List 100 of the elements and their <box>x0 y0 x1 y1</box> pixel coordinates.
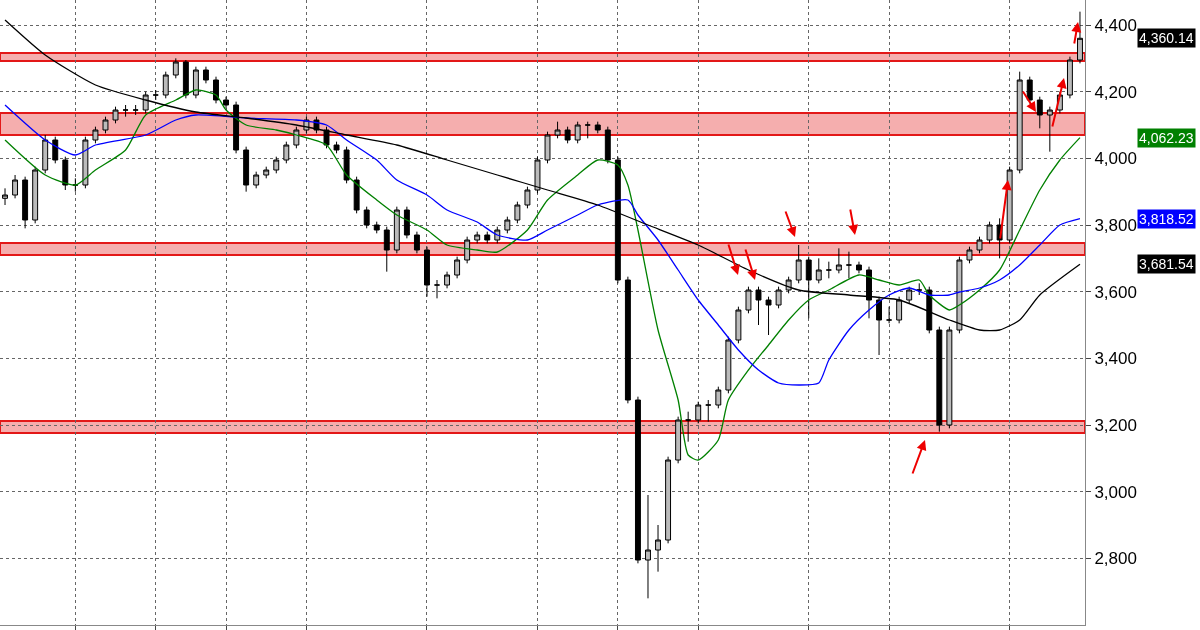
candlestick <box>353 176 360 214</box>
candlestick <box>413 231 420 254</box>
candlestick <box>484 231 491 244</box>
candlestick <box>363 206 370 229</box>
candlestick <box>1046 106 1053 153</box>
candlestick <box>685 411 692 443</box>
candlestick <box>805 256 812 319</box>
candlestick <box>233 101 240 154</box>
candlestick <box>665 456 672 544</box>
candlestick <box>574 121 581 144</box>
candlestick <box>192 66 199 99</box>
candlestick <box>22 176 29 229</box>
candlestick <box>2 187 8 206</box>
candlestick <box>383 226 390 273</box>
line-series <box>4 89 1081 461</box>
candlestick <box>634 396 641 564</box>
candlestick <box>815 257 822 284</box>
candlestick <box>213 76 219 104</box>
candlestick <box>594 121 601 134</box>
y-tick-label: 2,800 <box>1094 549 1137 569</box>
candlestick <box>52 136 59 164</box>
candlestick <box>273 156 280 174</box>
y-tick-label: 3,800 <box>1094 215 1137 235</box>
candlestick <box>253 171 260 189</box>
candlestick <box>393 206 400 254</box>
text: 4,360.14 <box>1139 30 1194 46</box>
candlestick <box>92 126 99 144</box>
candlestick <box>62 156 69 191</box>
candlestick <box>765 296 772 336</box>
candlestick <box>514 201 521 224</box>
candlestick <box>745 286 752 314</box>
candlestick <box>132 104 139 116</box>
candlestick <box>715 386 722 409</box>
candlestick <box>82 136 89 189</box>
candlestick <box>946 326 953 429</box>
candlestick <box>464 236 471 264</box>
y-tick-label: 3,600 <box>1094 282 1137 302</box>
candlestick <box>373 221 380 234</box>
candlestick <box>424 246 430 298</box>
candlestick <box>12 174 19 199</box>
candlestick <box>293 126 300 149</box>
candlestick <box>223 96 229 109</box>
candlestick <box>675 416 682 464</box>
candlestick <box>775 286 782 309</box>
text: 3,818.52 <box>1139 211 1194 227</box>
candlestick <box>886 306 893 324</box>
candlestick <box>142 91 149 114</box>
y-tick-label: 4,400 <box>1094 15 1137 35</box>
candlestick <box>524 186 531 209</box>
candlestick <box>243 146 250 193</box>
y-tick-label: 4,200 <box>1094 82 1137 102</box>
candlestick <box>112 106 119 124</box>
y-tick-label: 4,000 <box>1094 149 1137 169</box>
text: 4,062.23 <box>1139 130 1194 146</box>
candlestick <box>263 166 270 179</box>
candlestick <box>1066 56 1073 99</box>
candlestick <box>162 71 169 99</box>
candlestick <box>122 104 129 118</box>
candlestick <box>735 306 742 344</box>
candlestick <box>564 126 571 144</box>
candlestick <box>1006 166 1013 244</box>
candlestick <box>544 131 551 164</box>
candlestick <box>454 256 461 279</box>
y-tick-label: 3,000 <box>1094 482 1137 502</box>
candlestick <box>936 326 943 433</box>
candlestick <box>72 177 79 193</box>
text: 3,681.54 <box>1139 256 1194 272</box>
candlestick <box>42 134 49 174</box>
candlestick <box>444 271 451 289</box>
candlestick <box>323 126 330 149</box>
candlestick <box>343 146 350 184</box>
candlestick <box>845 251 852 279</box>
candlestick <box>152 89 159 101</box>
candlestick <box>856 261 862 274</box>
candlestick <box>906 286 913 304</box>
candlestick <box>705 399 712 423</box>
candlestick <box>202 66 209 84</box>
candlestick <box>725 336 732 394</box>
candlestick <box>283 141 290 164</box>
candlestick <box>474 231 481 244</box>
candlestick <box>966 246 973 264</box>
candlestick <box>403 206 410 239</box>
candlestick <box>976 236 983 254</box>
candlestick <box>172 57 179 79</box>
candlestick <box>182 59 189 99</box>
candlestick <box>825 261 832 279</box>
line-series <box>4 104 1081 386</box>
candlestick <box>695 401 702 424</box>
candlestick <box>584 121 591 139</box>
candlestick <box>655 524 661 573</box>
candlestick <box>554 121 561 139</box>
candlestick <box>835 247 842 274</box>
candlestick <box>1036 96 1043 129</box>
candlestick <box>614 156 621 284</box>
y-tick-label: 3,200 <box>1094 415 1137 435</box>
candlestick <box>866 266 872 319</box>
candlestick <box>624 276 631 404</box>
candlestick <box>534 156 541 194</box>
candlestick <box>333 141 340 154</box>
candlestick <box>102 116 109 134</box>
